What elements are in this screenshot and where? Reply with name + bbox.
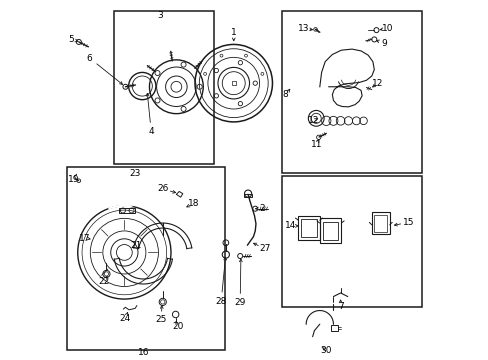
Text: 14: 14 bbox=[284, 221, 296, 230]
Bar bbox=[373, 215, 386, 232]
Text: 21: 21 bbox=[130, 241, 142, 250]
Bar bbox=[282, 12, 421, 173]
Text: 23: 23 bbox=[129, 169, 141, 178]
Text: 17: 17 bbox=[79, 234, 90, 243]
Bar bbox=[119, 208, 135, 213]
Text: 13: 13 bbox=[297, 24, 309, 33]
Text: 3: 3 bbox=[157, 11, 163, 20]
Text: 12: 12 bbox=[371, 80, 382, 89]
Circle shape bbox=[122, 84, 128, 89]
Text: 8: 8 bbox=[282, 90, 287, 99]
Text: 26: 26 bbox=[157, 184, 168, 193]
Bar bbox=[319, 219, 341, 243]
Text: 28: 28 bbox=[215, 297, 226, 306]
Text: 4: 4 bbox=[148, 127, 154, 136]
Circle shape bbox=[76, 40, 81, 44]
Text: 18: 18 bbox=[187, 199, 199, 208]
Text: 5: 5 bbox=[69, 35, 74, 44]
Bar bbox=[322, 222, 338, 240]
Bar bbox=[67, 167, 224, 350]
Bar bbox=[301, 219, 316, 237]
Text: 19: 19 bbox=[68, 175, 80, 184]
Text: 30: 30 bbox=[320, 346, 331, 355]
Text: 20: 20 bbox=[172, 322, 183, 331]
Bar bbox=[244, 194, 252, 197]
Circle shape bbox=[313, 28, 317, 31]
Text: 22: 22 bbox=[98, 276, 109, 285]
Text: 24: 24 bbox=[120, 314, 131, 323]
Text: 9: 9 bbox=[381, 39, 386, 48]
Bar bbox=[231, 81, 235, 85]
Text: 1: 1 bbox=[230, 28, 236, 37]
Bar bbox=[113, 12, 214, 164]
Text: 2: 2 bbox=[258, 204, 264, 213]
Text: 25: 25 bbox=[155, 315, 166, 324]
Text: 7: 7 bbox=[337, 302, 343, 311]
Bar bbox=[282, 176, 421, 307]
Text: 12: 12 bbox=[307, 116, 318, 125]
Circle shape bbox=[316, 135, 320, 139]
Text: 16: 16 bbox=[137, 348, 149, 357]
Bar bbox=[298, 216, 319, 240]
Text: 11: 11 bbox=[310, 140, 321, 149]
Bar bbox=[371, 212, 389, 234]
Text: 6: 6 bbox=[86, 54, 92, 63]
Text: 29: 29 bbox=[234, 298, 245, 307]
Text: 27: 27 bbox=[259, 244, 270, 253]
Text: 10: 10 bbox=[382, 24, 393, 33]
Bar bbox=[330, 325, 338, 330]
Text: 15: 15 bbox=[402, 218, 414, 227]
